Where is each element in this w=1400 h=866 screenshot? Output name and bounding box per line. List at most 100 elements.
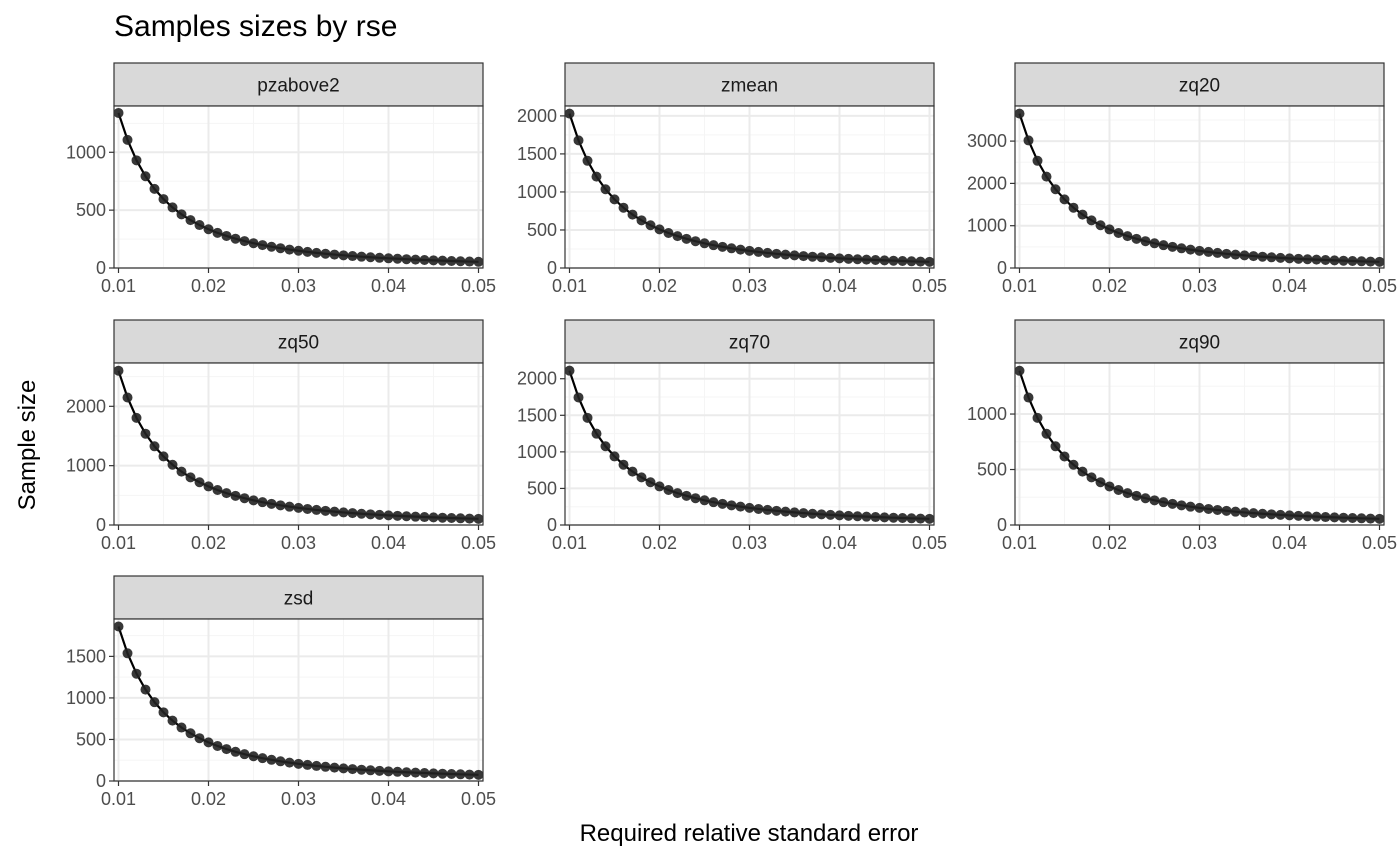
data-point	[627, 466, 638, 477]
data-point	[455, 256, 466, 267]
data-point	[365, 765, 376, 776]
data-point	[1257, 508, 1268, 519]
strip-label: zsd	[284, 589, 314, 610]
strip-label: zq50	[278, 333, 319, 354]
x-tick-label: 0.01	[101, 789, 136, 809]
data-point	[176, 466, 187, 477]
x-tick-label: 0.01	[1002, 533, 1037, 553]
y-tick-label: 1000	[967, 404, 1007, 424]
data-point	[1329, 512, 1340, 523]
data-point	[735, 244, 746, 255]
data-point	[338, 507, 349, 518]
x-tick-label: 0.02	[1092, 533, 1127, 553]
data-point	[780, 506, 791, 517]
data-point	[717, 498, 728, 509]
data-point	[582, 155, 593, 166]
data-point	[1077, 466, 1088, 477]
data-point	[1095, 477, 1106, 488]
data-point	[870, 255, 881, 266]
data-point	[392, 766, 403, 777]
data-point	[1248, 251, 1259, 262]
data-point	[437, 255, 448, 266]
data-point	[230, 233, 241, 244]
x-tick-label: 0.03	[281, 276, 316, 296]
data-point	[1248, 508, 1259, 519]
data-point	[1320, 255, 1331, 266]
panel-zsd: zsd 0 500 1000 1500 0.01 0.02 0.03 0.04 0.05	[66, 575, 496, 809]
data-point	[437, 512, 448, 523]
data-point	[573, 135, 584, 146]
y-tick-label: 0	[96, 771, 106, 791]
data-point	[257, 497, 268, 508]
data-point	[401, 511, 412, 522]
data-point	[906, 513, 917, 524]
data-point	[122, 392, 133, 403]
data-point	[789, 507, 800, 518]
data-point	[194, 477, 205, 488]
data-point	[446, 769, 457, 780]
data-point	[176, 209, 187, 220]
data-point	[1023, 135, 1034, 146]
data-point	[1176, 243, 1187, 254]
data-point	[897, 256, 908, 267]
data-point	[1167, 498, 1178, 509]
x-tick-label: 0.05	[1362, 533, 1397, 553]
data-point	[1311, 511, 1322, 522]
data-point	[1104, 481, 1115, 492]
data-point	[464, 256, 475, 267]
data-point	[1230, 249, 1241, 260]
x-tick-label: 0.02	[191, 276, 226, 296]
x-tick-label: 0.05	[912, 533, 947, 553]
data-point	[293, 502, 304, 513]
data-point	[843, 510, 854, 521]
x-tick-label: 0.03	[732, 533, 767, 553]
data-point	[1032, 412, 1043, 423]
panel-zq70: zq70 0 500 1000 1500 2000 0.01 0.02 0.03 0.04 0.05	[517, 319, 947, 553]
data-point	[131, 668, 142, 679]
data-point	[428, 768, 439, 779]
data-point	[1077, 209, 1088, 220]
data-point	[1365, 513, 1376, 524]
data-point	[654, 224, 665, 235]
data-point	[401, 767, 412, 778]
data-point	[311, 247, 322, 258]
data-point	[762, 504, 773, 515]
data-point	[374, 252, 385, 263]
y-tick-label: 1500	[517, 144, 557, 164]
data-point	[239, 749, 250, 760]
data-point	[1374, 256, 1385, 267]
x-tick-label: 0.03	[281, 789, 316, 809]
data-point	[140, 684, 151, 695]
data-point	[771, 505, 782, 516]
data-point	[690, 493, 701, 504]
data-point	[1167, 241, 1178, 252]
data-point	[419, 512, 430, 523]
data-point	[383, 510, 394, 521]
data-point	[266, 754, 277, 765]
data-point	[221, 488, 232, 499]
x-tick-label: 0.01	[552, 276, 587, 296]
data-point	[239, 236, 250, 247]
data-point	[275, 243, 286, 254]
data-point	[302, 759, 313, 770]
data-point	[239, 493, 250, 504]
data-point	[681, 233, 692, 244]
x-tick-label: 0.04	[822, 276, 857, 296]
strip-label: pzabove2	[257, 76, 339, 97]
data-point	[320, 248, 331, 259]
data-point	[1338, 255, 1349, 266]
data-point	[834, 510, 845, 521]
data-point	[158, 451, 169, 462]
data-point	[203, 481, 214, 492]
data-point	[888, 255, 899, 266]
y-tick-label: 500	[527, 478, 557, 498]
data-point	[356, 508, 367, 519]
strip-label: zmean	[721, 76, 778, 97]
data-point	[1131, 233, 1142, 244]
data-point	[636, 215, 647, 226]
data-point	[1104, 224, 1115, 235]
data-point	[347, 764, 358, 775]
data-point	[302, 503, 313, 514]
data-point	[645, 220, 656, 231]
